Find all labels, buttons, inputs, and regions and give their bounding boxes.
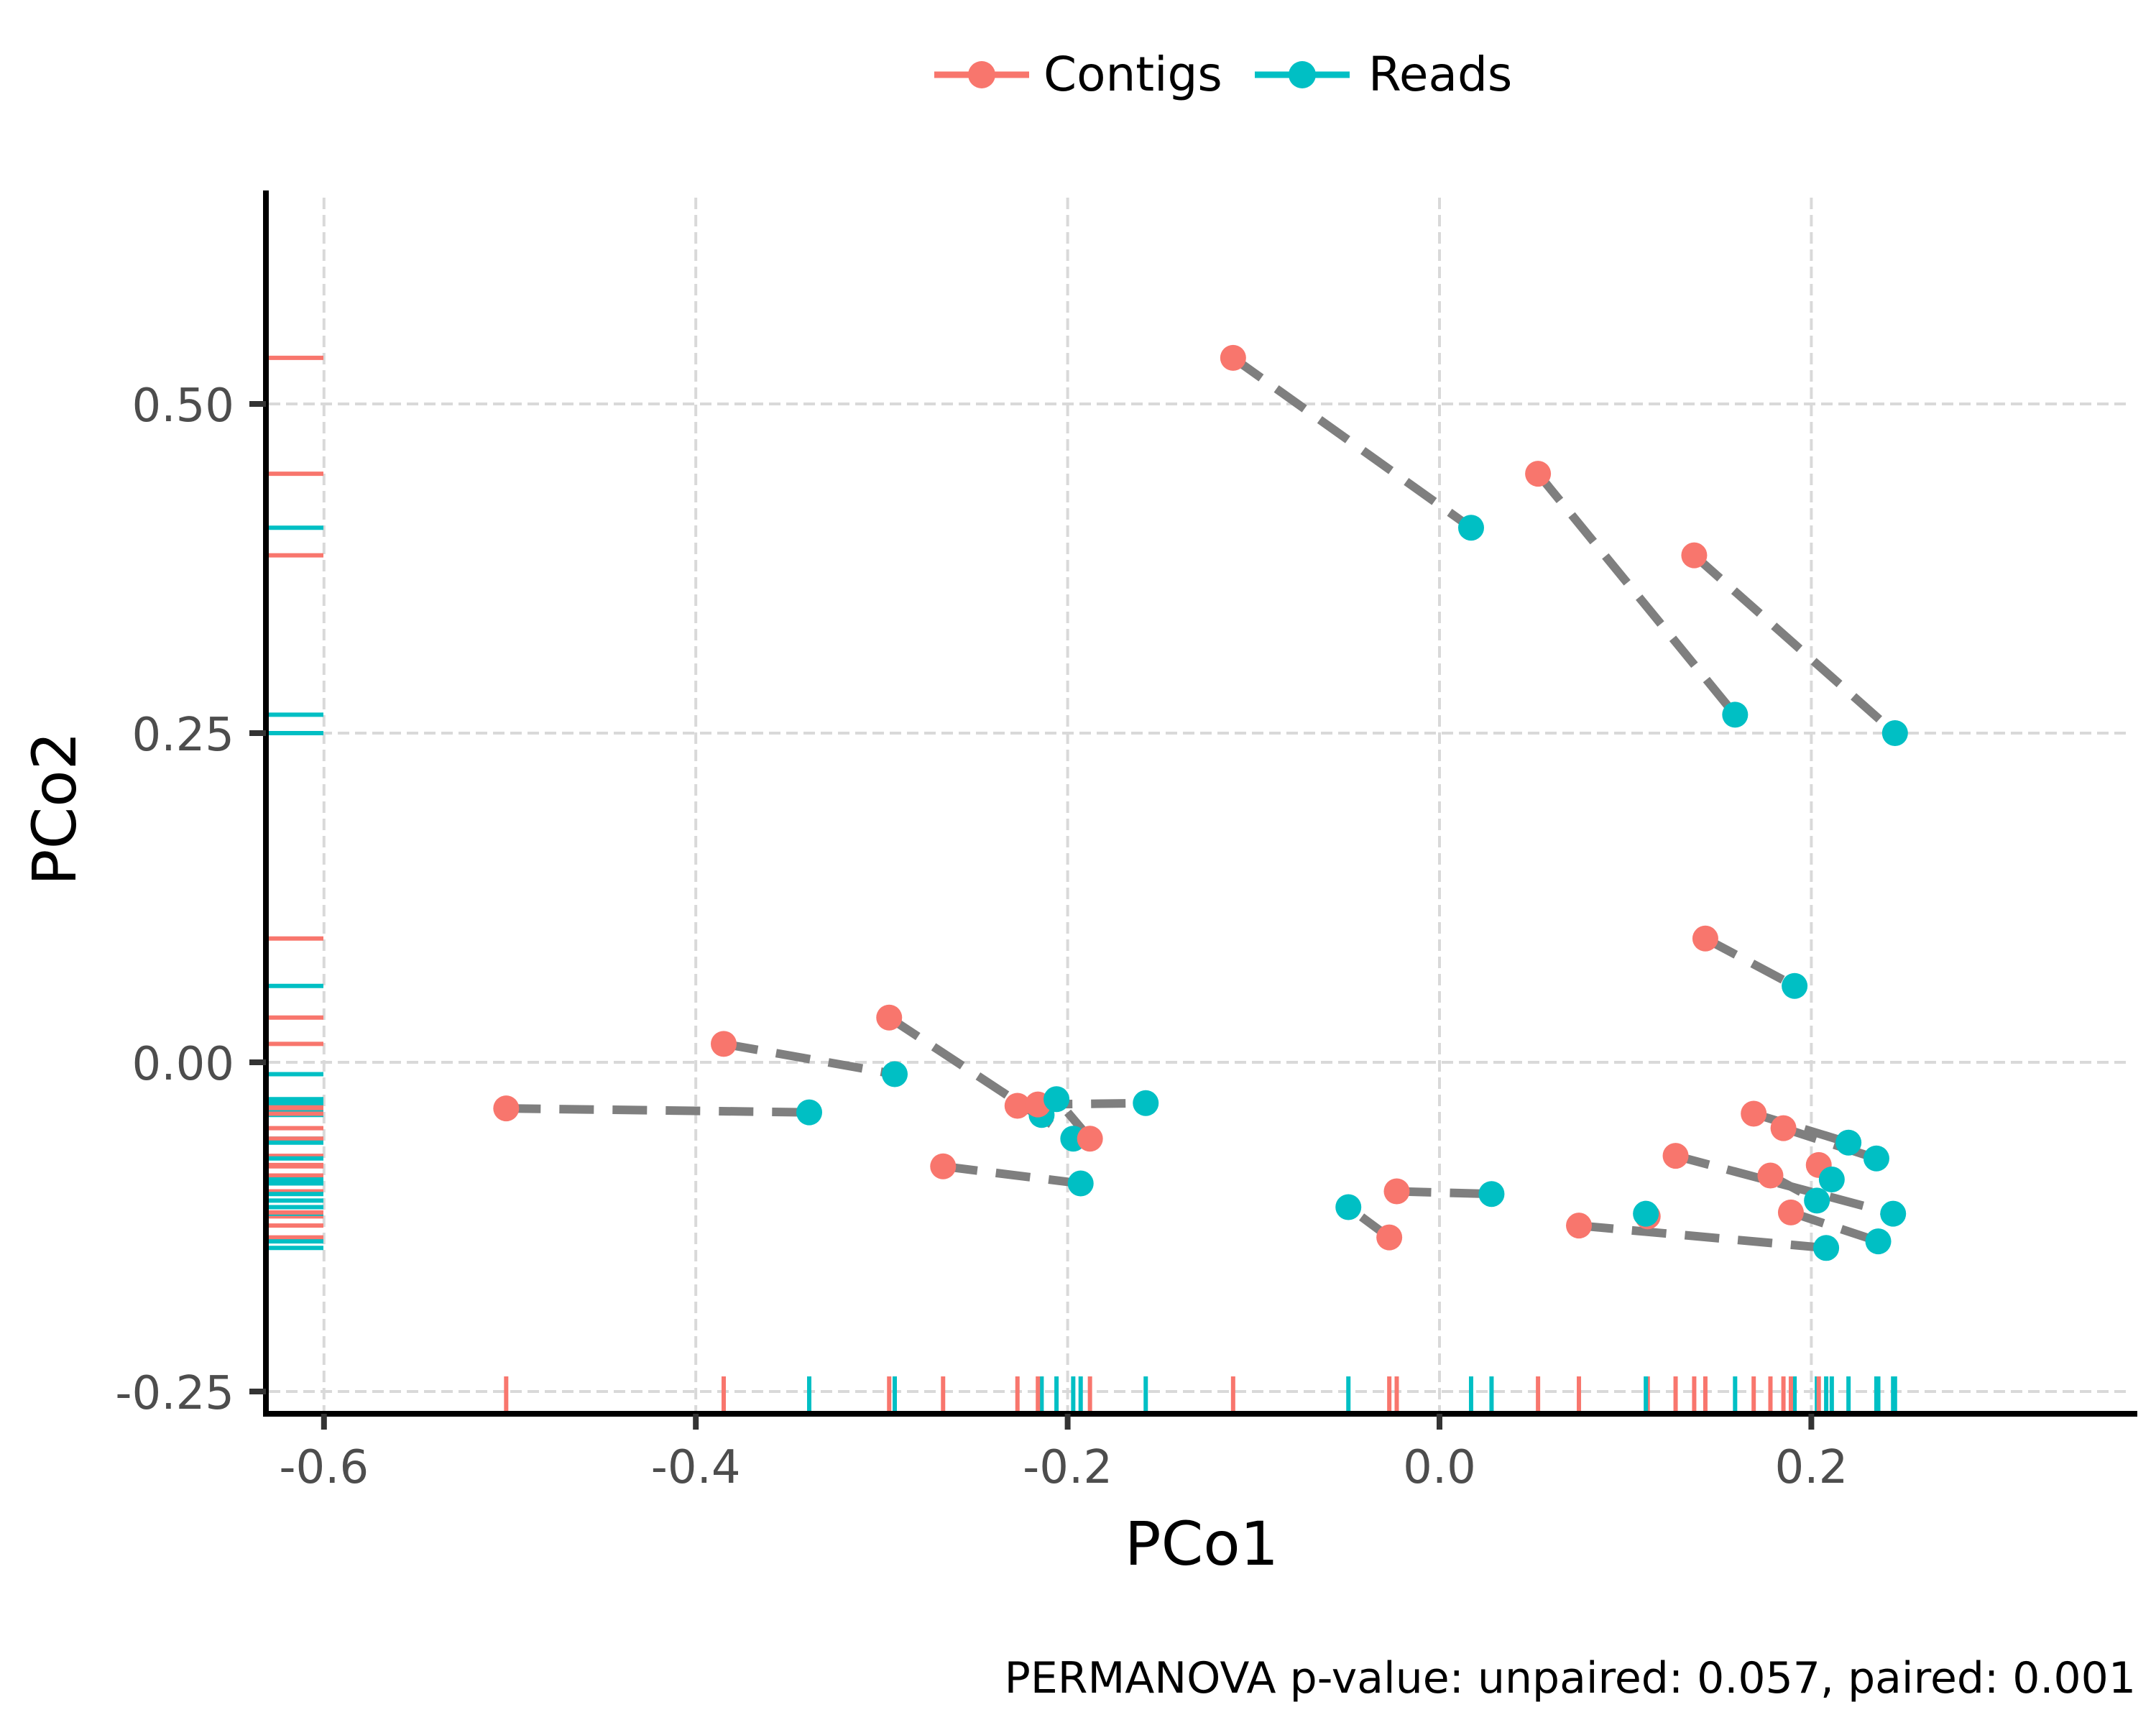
x-axis-ticks: -0.6 -0.4 -0.2 0.0 0.2 — [279, 1414, 1848, 1494]
y-tick-label: -0.25 — [115, 1367, 234, 1420]
reads-point — [1044, 1086, 1070, 1113]
contigs-point — [930, 1153, 957, 1179]
reads-point — [1818, 1167, 1845, 1193]
contigs-point — [1662, 1143, 1689, 1169]
reads-point — [1863, 1145, 1889, 1172]
contigs-point — [1757, 1162, 1784, 1189]
contigs-point — [876, 1004, 903, 1031]
reads-point — [1722, 702, 1749, 728]
contigs-point — [1376, 1224, 1403, 1251]
x-tick-label: 0.2 — [1775, 1441, 1848, 1494]
contigs-point — [1220, 344, 1246, 371]
y-tick-label: 0.25 — [132, 709, 235, 762]
pair-connector-line — [1691, 552, 1898, 737]
reads-point — [1865, 1228, 1892, 1255]
pair-connector-line — [1230, 354, 1474, 532]
reads-point — [1633, 1200, 1659, 1227]
pair-connector-line — [1752, 1109, 1850, 1147]
legend-contigs-dot-icon — [968, 61, 995, 88]
contigs-point — [1681, 542, 1708, 569]
contigs-point — [1777, 1199, 1804, 1225]
reads-point — [796, 1099, 823, 1126]
x-axis-title: PCo1 — [1125, 1509, 1279, 1579]
y-axis-title: PCo2 — [19, 732, 90, 886]
reads-point — [882, 1061, 908, 1087]
reads-point — [1478, 1181, 1505, 1208]
reads-point — [1881, 720, 1908, 746]
legend-reads-dot-icon — [1289, 61, 1316, 88]
contigs-point — [493, 1095, 520, 1122]
reads-point — [1782, 972, 1808, 999]
x-tick-label: 0.0 — [1403, 1441, 1476, 1494]
contigs-point — [711, 1031, 737, 1057]
pair-connector-line — [1703, 934, 1797, 990]
pair-connector-line — [1396, 1187, 1492, 1199]
contigs-point — [1383, 1178, 1410, 1205]
reads-point — [1804, 1187, 1830, 1214]
contigs-point — [1525, 461, 1552, 487]
x-tick-label: -0.4 — [651, 1441, 741, 1494]
legend-item-contigs[interactable]: Contigs — [934, 47, 1222, 102]
pair-connectors — [506, 354, 1898, 1253]
rug-marks — [269, 355, 1897, 1411]
y-tick-label: 0.00 — [132, 1038, 235, 1091]
legend-reads-label: Reads — [1368, 47, 1512, 102]
reads-point — [1835, 1129, 1862, 1156]
legend-item-reads[interactable]: Reads — [1255, 47, 1512, 102]
legend-contigs-label: Contigs — [1044, 47, 1222, 102]
data-points — [493, 344, 1908, 1261]
contigs-point — [1741, 1100, 1767, 1127]
pair-connector-line — [506, 1104, 810, 1117]
reads-point — [1457, 515, 1484, 541]
contigs-point — [1077, 1126, 1103, 1152]
pair-connector-line — [722, 1039, 896, 1079]
contigs-point — [1004, 1092, 1031, 1119]
contigs-point — [1566, 1213, 1593, 1239]
x-tick-label: -0.2 — [1023, 1441, 1112, 1494]
reads-point — [1880, 1200, 1907, 1227]
contigs-point — [1692, 925, 1718, 952]
reads-point — [1133, 1090, 1159, 1116]
pair-connector-line — [1789, 1208, 1880, 1246]
permanova-caption: PERMANOVA p-value: unpaired: 0.057, pair… — [1005, 1653, 2136, 1703]
legend: Contigs Reads — [934, 47, 1512, 102]
reads-point — [1813, 1235, 1840, 1261]
contigs-point — [1770, 1115, 1797, 1141]
pair-connector-line — [1782, 1123, 1878, 1163]
x-tick-label: -0.6 — [279, 1441, 369, 1494]
y-axis-ticks: -0.25 0.00 0.25 0.50 — [115, 380, 266, 1420]
pair-connector-line — [942, 1162, 1082, 1188]
pair-connector-line — [1578, 1221, 1827, 1253]
reads-point — [1335, 1194, 1362, 1220]
y-tick-label: 0.50 — [132, 380, 235, 433]
reads-point — [1067, 1170, 1094, 1197]
pair-connector-line — [1534, 471, 1738, 718]
